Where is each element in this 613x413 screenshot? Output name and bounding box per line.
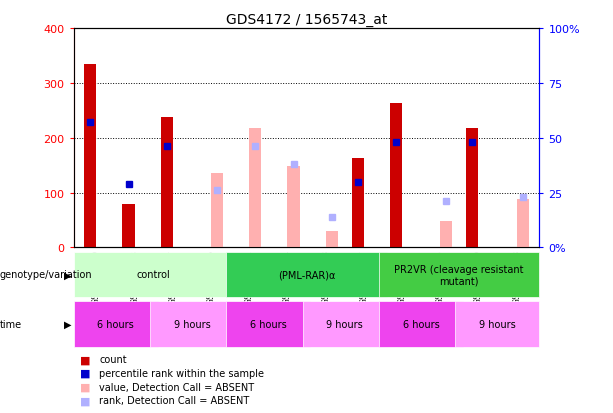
Text: genotype/variation: genotype/variation	[0, 270, 93, 280]
Bar	[226, 252, 387, 297]
Text: PR2VR (cleavage resistant
mutant): PR2VR (cleavage resistant mutant)	[395, 264, 524, 285]
Text: ▶: ▶	[64, 319, 72, 329]
Text: ■: ■	[80, 395, 90, 405]
Bar	[74, 252, 234, 297]
Text: count: count	[99, 354, 127, 364]
Bar	[249, 128, 261, 248]
Text: rank, Detection Call = ABSENT: rank, Detection Call = ABSENT	[99, 395, 249, 405]
Bar	[161, 118, 173, 248]
Text: 9 hours: 9 hours	[173, 319, 210, 329]
Bar	[123, 204, 135, 248]
Bar	[379, 301, 463, 347]
Bar	[226, 301, 310, 347]
Text: 6 hours: 6 hours	[403, 319, 440, 329]
Bar	[326, 231, 338, 248]
Bar	[303, 301, 387, 347]
Title: GDS4172 / 1565743_at: GDS4172 / 1565743_at	[226, 12, 387, 26]
Text: ▶: ▶	[64, 270, 72, 280]
Bar	[466, 128, 478, 248]
Bar	[287, 167, 300, 248]
Bar	[455, 301, 539, 347]
Text: 6 hours: 6 hours	[97, 319, 134, 329]
Text: (PML-RAR)α: (PML-RAR)α	[278, 270, 335, 280]
Text: ■: ■	[80, 354, 90, 364]
Bar	[352, 159, 364, 248]
Bar	[390, 104, 402, 248]
Bar	[74, 301, 158, 347]
Text: time: time	[0, 319, 22, 329]
Text: 9 hours: 9 hours	[479, 319, 516, 329]
Bar	[517, 199, 529, 248]
Text: 9 hours: 9 hours	[326, 319, 363, 329]
Bar	[84, 64, 96, 248]
Text: value, Detection Call = ABSENT: value, Detection Call = ABSENT	[99, 382, 254, 392]
Text: ■: ■	[80, 382, 90, 392]
Bar	[379, 252, 539, 297]
Bar	[211, 173, 223, 248]
Bar	[440, 221, 452, 248]
Text: ■: ■	[80, 368, 90, 378]
Bar	[150, 301, 234, 347]
Text: control: control	[137, 270, 170, 280]
Text: 6 hours: 6 hours	[250, 319, 287, 329]
Text: percentile rank within the sample: percentile rank within the sample	[99, 368, 264, 378]
